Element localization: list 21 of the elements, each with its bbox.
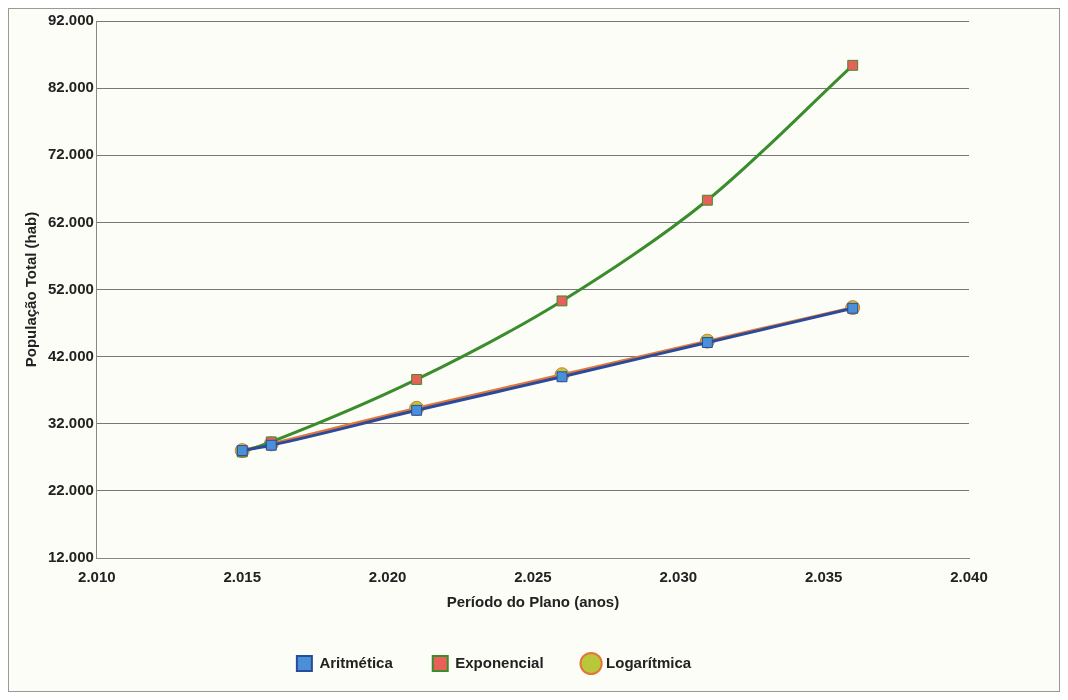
x-tick-label: 2.010 [78,568,116,586]
legend-label: Exponencial [455,653,544,671]
x-tick-label: 2.020 [368,568,407,586]
legend-label: Logarítmica [606,653,692,671]
y-tick-label: 62.000 [47,212,94,230]
x-tick-label: 2.030 [659,568,698,586]
x-tick-label: 2.035 [804,568,843,586]
y-tick-label: 92.000 [47,11,94,29]
y-tick-label: 12.000 [47,548,94,566]
x-tick-label: 2.025 [514,568,552,586]
y-tick-label: 22.000 [47,481,94,499]
legend-label: Aritmética [319,653,394,671]
x-tick-label: 2.040 [950,568,988,586]
y-axis-title: População Total (hab) [22,211,40,368]
y-tick-label: 72.000 [47,145,94,163]
y-tick-label: 52.000 [47,279,94,297]
y-tick-label: 32.000 [47,413,94,431]
y-tick-label: 82.000 [47,78,94,96]
x-axis-title: Período do Plano (anos) [446,593,620,611]
y-tick-label: 42.000 [47,346,94,364]
x-tick-label: 2.015 [223,568,262,586]
